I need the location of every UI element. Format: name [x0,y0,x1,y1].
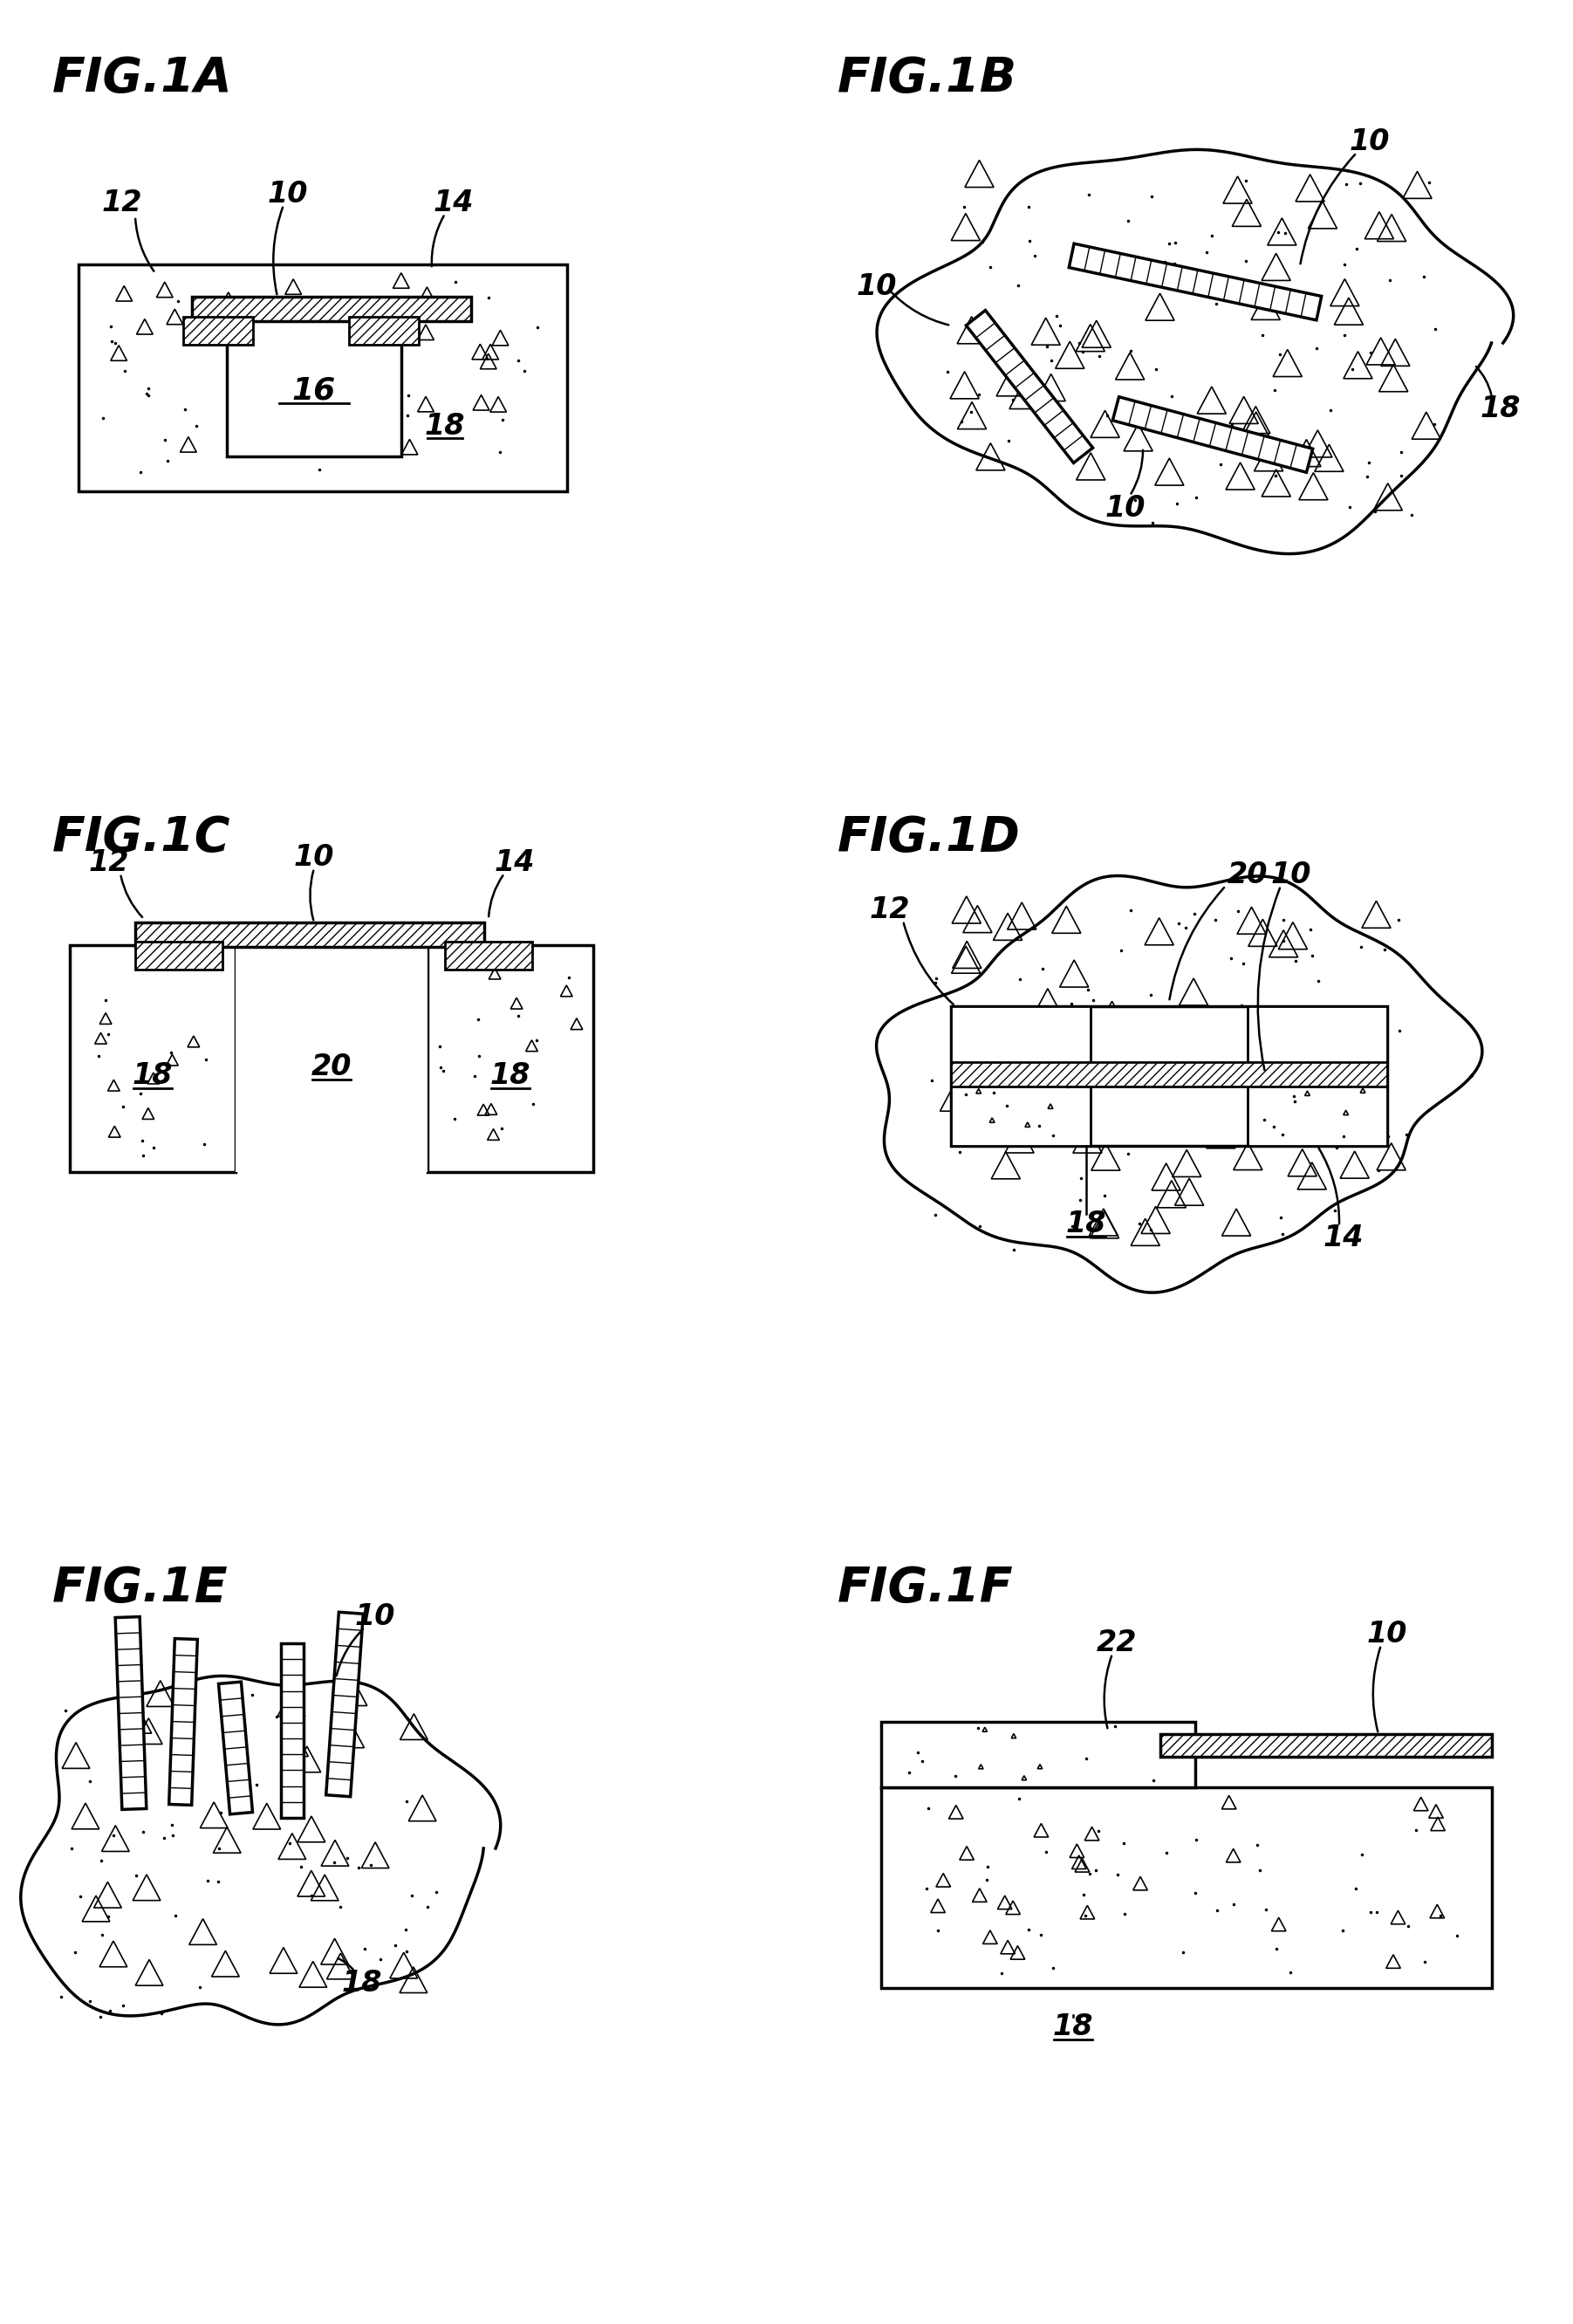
Bar [881,1787,1491,1987]
Text: 20: 20 [1227,860,1268,890]
Text: FIG.1D: FIG.1D [837,813,1021,862]
Text: 18: 18 [132,1062,173,1090]
Text: FIG.1C: FIG.1C [52,813,231,862]
Text: 18: 18 [1480,395,1521,423]
Text: 10: 10 [355,1604,395,1631]
Text: 18: 18 [341,1968,382,1999]
Text: 14: 14 [494,848,535,876]
Text: FIG.1E: FIG.1E [52,1564,228,1613]
Text: 10: 10 [1350,128,1391,156]
Bar [952,1062,1387,1088]
Bar [227,316,401,456]
Bar [192,297,472,321]
Bar [1161,1734,1491,1757]
Polygon shape [1112,397,1313,472]
Polygon shape [876,149,1513,553]
Text: 10: 10 [1106,495,1145,523]
Polygon shape [20,1676,500,2024]
Bar [428,946,593,1171]
Text: 22: 22 [1096,1629,1137,1657]
Polygon shape [326,1613,363,1796]
Text: 12: 12 [88,848,129,876]
Bar [135,941,222,969]
Bar [182,316,253,344]
Bar [952,1006,1090,1146]
Polygon shape [219,1683,253,1815]
Text: 10: 10 [1367,1620,1408,1650]
Bar [236,946,428,1171]
Polygon shape [168,1638,198,1806]
Text: 12: 12 [102,188,143,218]
Bar [1247,1006,1387,1146]
Text: 10: 10 [267,181,308,209]
Text: 16: 16 [293,376,337,407]
Bar [69,946,236,1171]
Bar [445,941,532,969]
Text: 10: 10 [857,272,897,300]
Polygon shape [876,876,1482,1292]
Text: FIG.1A: FIG.1A [52,56,233,102]
Text: 14: 14 [434,188,473,218]
Text: 20: 20 [311,1053,352,1081]
Polygon shape [282,1643,304,1817]
Polygon shape [1070,244,1321,321]
Text: 10: 10 [1271,860,1312,890]
Polygon shape [115,1618,146,1810]
Text: FIG.1F: FIG.1F [837,1564,1013,1613]
Bar [79,265,568,490]
Text: 18: 18 [1052,2013,1093,2043]
Bar [952,1006,1387,1146]
Bar [881,1722,1195,1787]
Text: 18: 18 [491,1062,530,1090]
Text: 14: 14 [1323,1222,1364,1253]
Bar [135,923,484,946]
Text: FIG.1B: FIG.1B [837,56,1018,102]
Text: 10: 10 [294,844,335,872]
Polygon shape [966,311,1093,462]
Text: 12: 12 [870,895,911,925]
Bar [349,316,418,344]
Text: 18: 18 [1066,1211,1106,1239]
Text: 18: 18 [425,411,466,439]
